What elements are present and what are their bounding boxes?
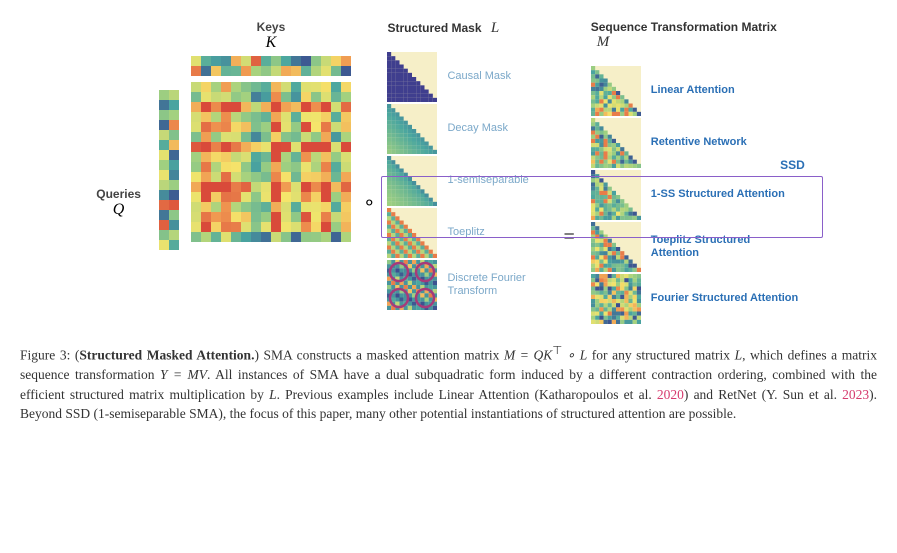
- hadamard-op: ∘: [363, 190, 376, 215]
- mask-label: Toeplitz: [447, 226, 547, 239]
- top-section: Queries Q Keys K ∘: [96, 20, 801, 325]
- sma-diagram: Queries Q Keys K ∘: [20, 20, 877, 424]
- queries-strip: [159, 90, 179, 250]
- masks-column: Structured Mask L Causal Mask Decay Mask 1…: [387, 20, 547, 325]
- keys-label: Keys: [257, 20, 286, 34]
- keys-symbol: K: [266, 34, 277, 52]
- result-row-0: Linear Attention: [591, 65, 801, 117]
- result-label: Linear Attention: [651, 84, 801, 97]
- mask-label: 1-semiseparable: [447, 174, 547, 187]
- mask-row-toeplitz: Toeplitz: [387, 207, 547, 259]
- mask-label: Causal Mask: [447, 70, 547, 83]
- mask-matrix-decay: [387, 104, 437, 154]
- mask-matrix-causal: [387, 52, 437, 102]
- keys-strip: [191, 56, 351, 76]
- mask-row-dft: Discrete Fourier Transform: [387, 259, 547, 311]
- mask-result-columns: Structured Mask L Causal Mask Decay Mask 1…: [387, 20, 800, 325]
- mask-row-causal: Causal Mask: [387, 51, 547, 103]
- queries-symbol: Q: [113, 201, 125, 219]
- mask-row-decay: Decay Mask: [387, 103, 547, 155]
- result-row-2: 1-SS Structured Attention: [591, 169, 801, 221]
- result-header: Sequence Transformation Matrix M: [591, 20, 791, 51]
- mask-label: Decay Mask: [447, 122, 547, 135]
- keys-qk-block: Keys K: [191, 20, 351, 242]
- mask-label: Discrete Fourier Transform: [447, 272, 547, 298]
- qk-matrix: [191, 82, 351, 242]
- result-label: 1-SS Structured Attention: [651, 188, 801, 201]
- result-matrix-3: [591, 222, 641, 272]
- result-row-3: Toeplitz Structured Attention: [591, 221, 801, 273]
- result-matrix-4: [591, 274, 641, 324]
- result-label: Retentive Network: [651, 136, 801, 149]
- mask-matrix-toeplitz: [387, 208, 437, 258]
- queries-label-block: Queries Q: [96, 187, 141, 219]
- mask-matrix-dft: [387, 260, 437, 310]
- result-label: Fourier Structured Attention: [651, 292, 801, 305]
- ssd-label: SSD: [780, 158, 805, 172]
- mask-row-semisep: 1-semiseparable: [387, 155, 547, 207]
- queries-strip-wrap: [159, 90, 179, 250]
- figure-caption: Figure 3: (Structured Masked Attention.)…: [20, 343, 877, 424]
- result-matrix-0: [591, 66, 641, 116]
- result-label: Toeplitz Structured Attention: [651, 234, 801, 260]
- result-matrix-2: [591, 170, 641, 220]
- mask-matrix-semisep: [387, 156, 437, 206]
- mask-header: Structured Mask L: [387, 20, 547, 37]
- results-column: Sequence Transformation Matrix M Linear …: [591, 20, 801, 325]
- result-row-4: Fourier Structured Attention: [591, 273, 801, 325]
- result-row-1: Retentive Network: [591, 117, 801, 169]
- queries-label: Queries: [96, 187, 141, 201]
- result-matrix-1: [591, 118, 641, 168]
- equals-op: =: [563, 226, 574, 249]
